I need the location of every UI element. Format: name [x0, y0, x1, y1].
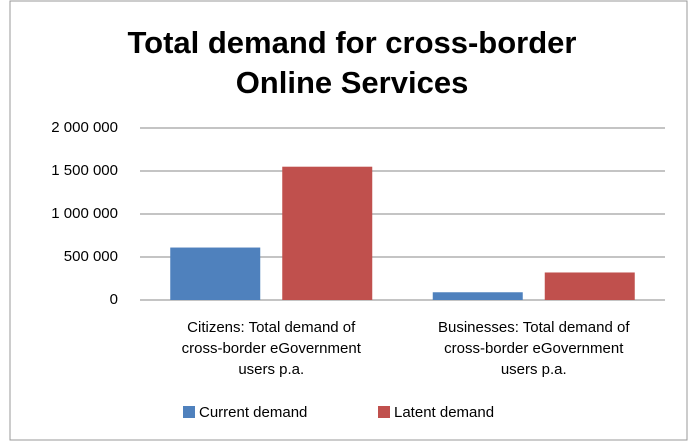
y-tick-label: 500 000 — [64, 248, 118, 265]
bar — [432, 292, 523, 300]
legend-label: Current demand — [199, 404, 307, 421]
chart-title: Total demand for cross-border Online Serv… — [128, 25, 577, 100]
bar — [170, 247, 261, 300]
y-tick-label: 1 500 000 — [51, 162, 118, 179]
bar — [282, 166, 373, 300]
legend-swatch — [183, 406, 195, 418]
legend-label: Latent demand — [394, 404, 494, 421]
y-tick-label: 2 000 000 — [51, 119, 118, 136]
x-tick-label: Businesses: Total demand of cross-border … — [438, 319, 630, 378]
legend-swatch — [378, 406, 390, 418]
y-tick-label: 1 000 000 — [51, 205, 118, 222]
x-tick-label: Citizens: Total demand of cross-border eG… — [182, 319, 362, 378]
bar — [544, 272, 635, 300]
y-tick-label: 0 — [110, 291, 118, 308]
